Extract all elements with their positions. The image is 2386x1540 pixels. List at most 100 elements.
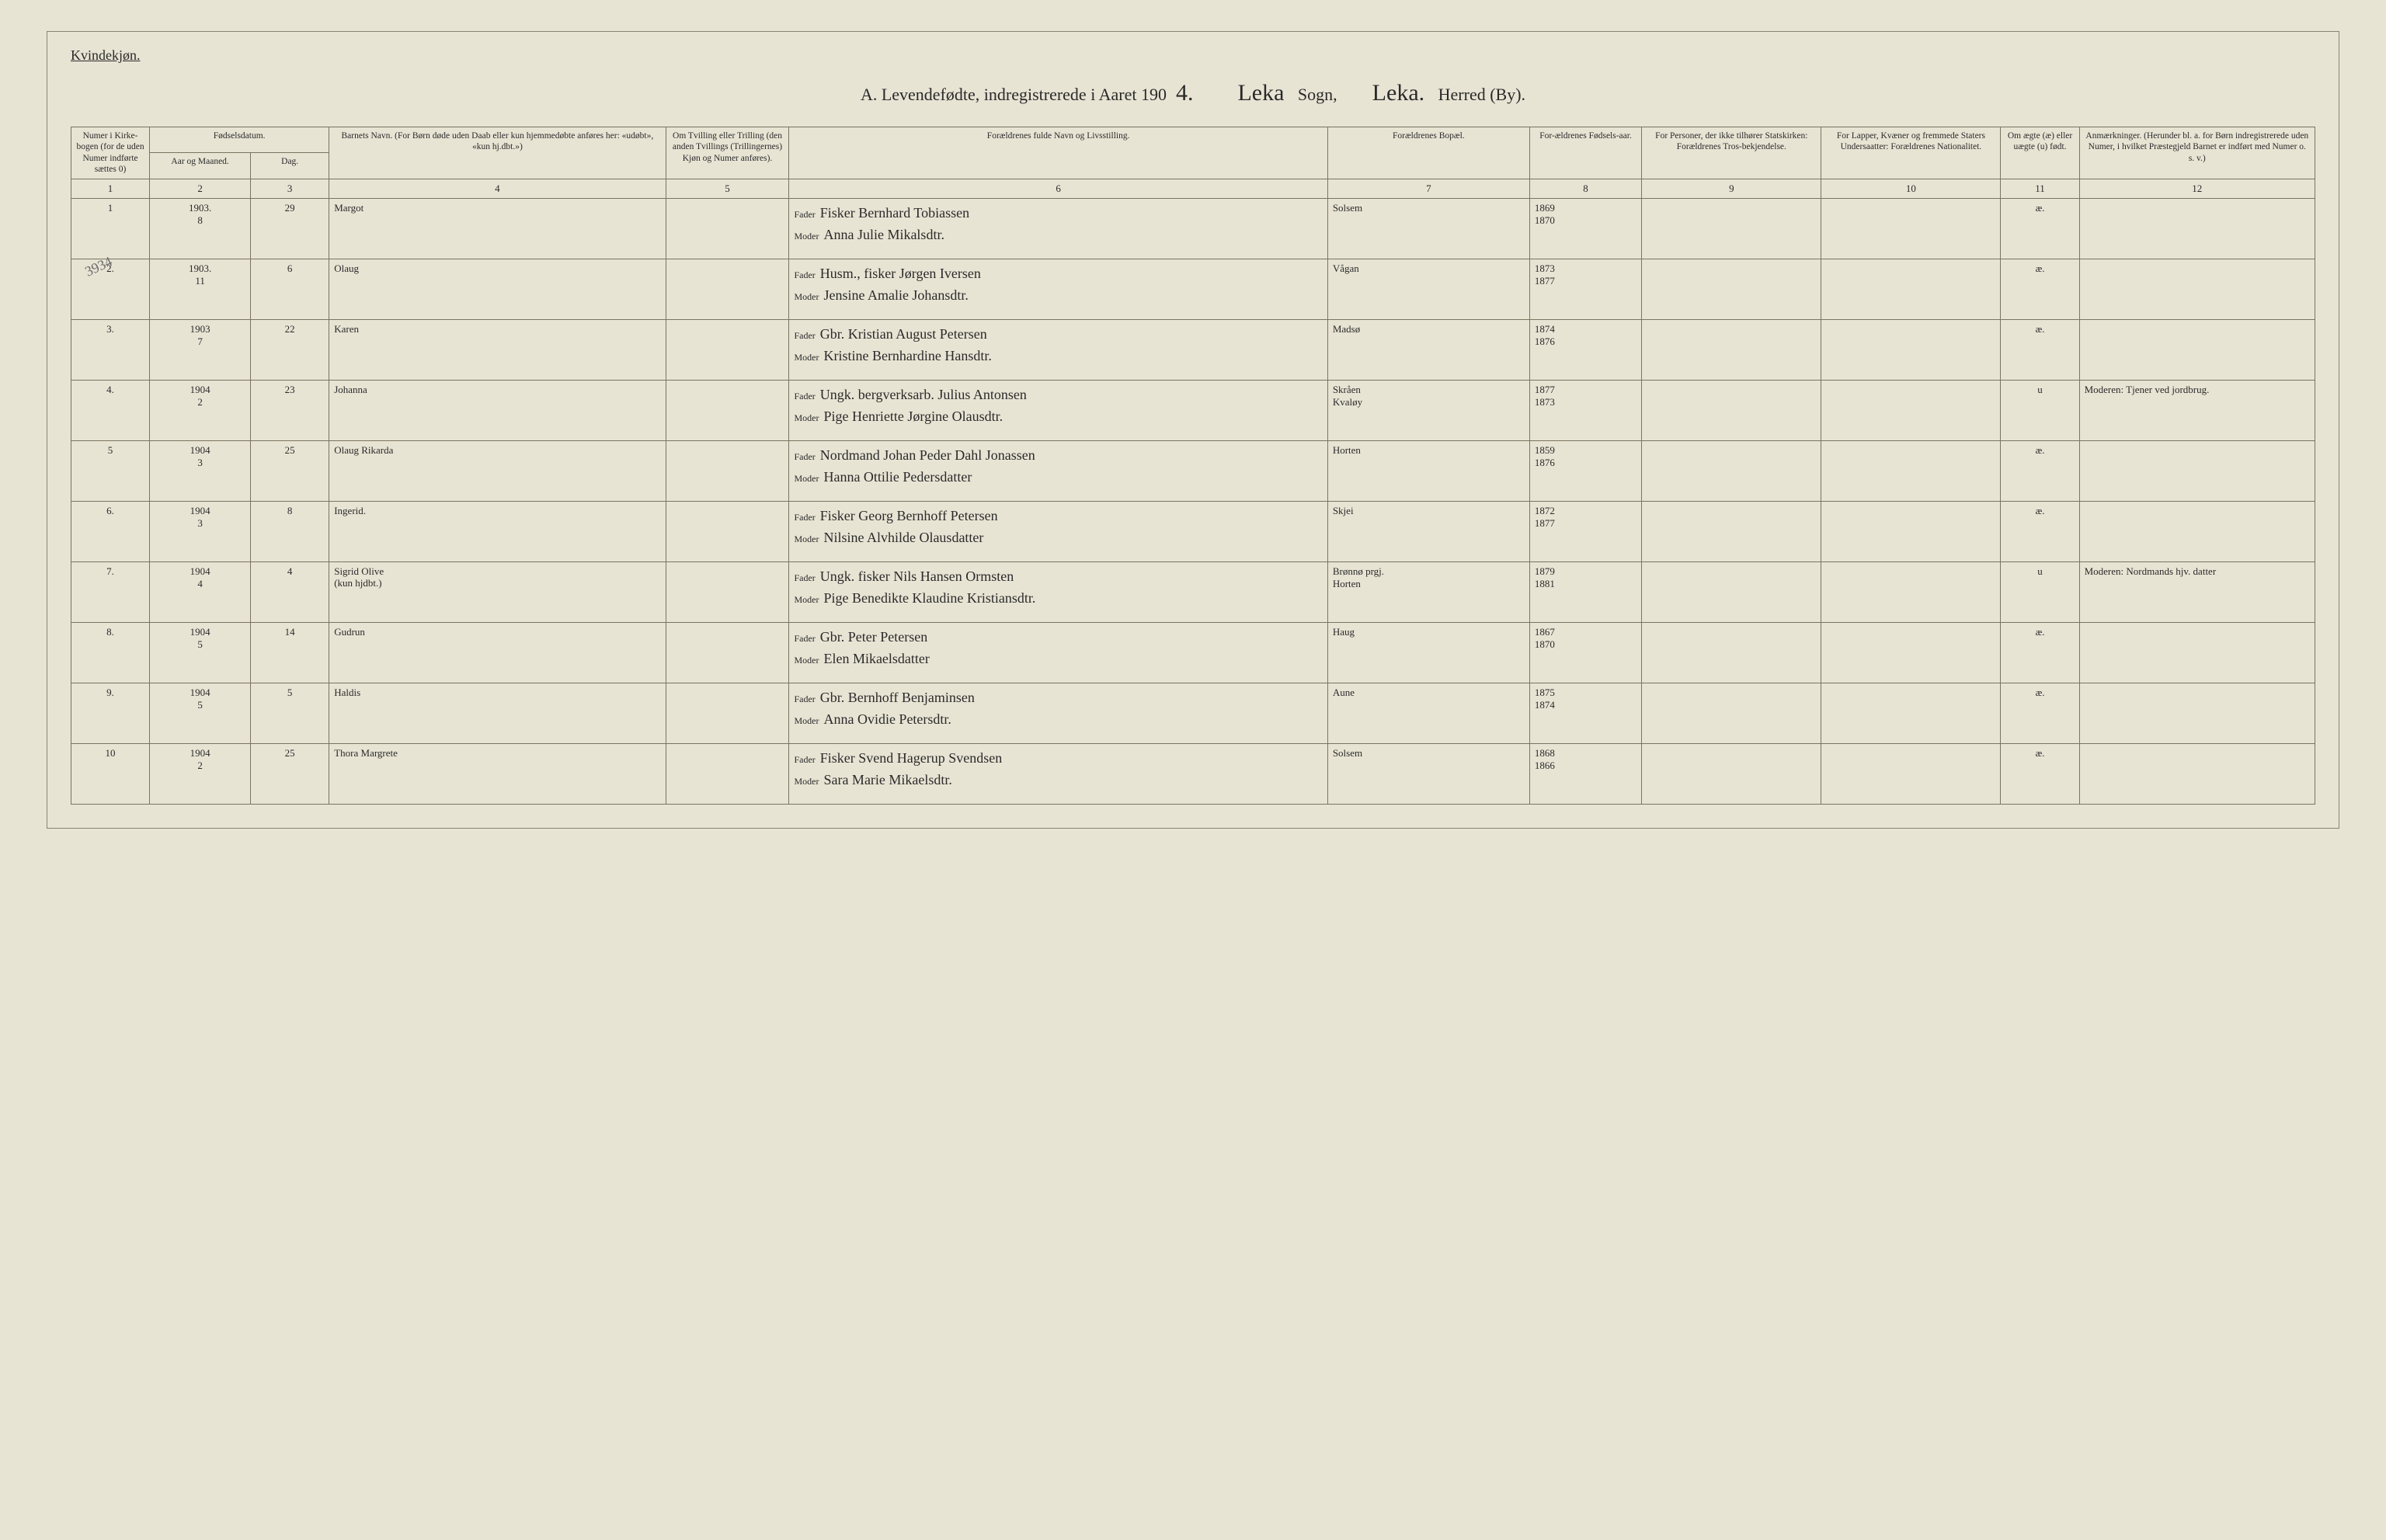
parent-birth-years: 18751874 (1529, 683, 1641, 743)
remarks: Moderen: Tjener ved jordbrug. (2079, 380, 2315, 440)
fader-label: Fader (794, 209, 815, 220)
colnum: 5 (666, 179, 789, 198)
year-month: 1904 2 (150, 743, 251, 804)
sogn-value: Leka (1228, 80, 1293, 106)
fader-label: Fader (794, 269, 815, 280)
residence: Horten (1327, 440, 1529, 501)
residence: Skjei (1327, 501, 1529, 561)
year-month: 1904 3 (150, 440, 251, 501)
mother-name: Anna Julie Mikalsdtr. (823, 227, 944, 242)
twin-cell (666, 743, 789, 804)
colnum: 6 (789, 179, 1327, 198)
confession-cell (1642, 259, 1821, 319)
col-header-2: Aar og Maaned. (150, 153, 251, 179)
remarks (2079, 683, 2315, 743)
twin-cell (666, 622, 789, 683)
nationality-cell (1821, 319, 2001, 380)
nationality-cell (1821, 259, 2001, 319)
father-year: 1879 (1535, 565, 1636, 578)
year-month: 1904 2 (150, 380, 251, 440)
father-name: Fisker Bernhard Tobiassen (820, 205, 969, 221)
colnum: 7 (1327, 179, 1529, 198)
child-name: Olaug Rikarda (329, 440, 666, 501)
year-suffix: 4. (1167, 80, 1203, 106)
child-name: Karen (329, 319, 666, 380)
entry-number: 10 (71, 743, 150, 804)
nationality-cell (1821, 440, 2001, 501)
nationality-cell (1821, 683, 2001, 743)
mother-year: 1870 (1535, 214, 1636, 227)
mother-name: Elen Mikaelsdatter (823, 651, 929, 666)
table-row: 6.1904 38Ingerid.FaderFisker Georg Bernh… (71, 501, 2315, 561)
col-header-3: Dag. (251, 153, 329, 179)
fader-label: Fader (794, 633, 815, 644)
parent-birth-years: 18741876 (1529, 319, 1641, 380)
residence: Aune (1327, 683, 1529, 743)
mother-name: Pige Benedikte Klaudine Kristiansdtr. (823, 590, 1035, 606)
nationality-cell (1821, 198, 2001, 259)
remarks (2079, 440, 2315, 501)
parent-birth-years: 18691870 (1529, 198, 1641, 259)
colnum: 9 (1642, 179, 1821, 198)
father-name: Ungk. bergverksarb. Julius Antonsen (820, 387, 1027, 402)
table-row: 3.1903 722KarenFaderGbr. Kristian August… (71, 319, 2315, 380)
parent-birth-years: 18671870 (1529, 622, 1641, 683)
mother-name: Jensine Amalie Johansdtr. (823, 287, 968, 303)
col-header-5: Om Tvilling eller Trilling (den anden Tv… (666, 127, 789, 179)
colnum: 11 (2001, 179, 2079, 198)
moder-label: Moder (794, 534, 819, 544)
year-month: 1904 5 (150, 622, 251, 683)
register-table: Numer i Kirke-bogen (for de uden Numer i… (71, 127, 2315, 805)
moder-label: Moder (794, 291, 819, 302)
mother-year: 1877 (1535, 517, 1636, 530)
child-name: Thora Margrete (329, 743, 666, 804)
moder-label: Moder (794, 715, 819, 726)
day: 4 (251, 561, 329, 622)
moder-label: Moder (794, 473, 819, 484)
mother-year: 1866 (1535, 760, 1636, 772)
mother-year: 1876 (1535, 457, 1636, 469)
year-month: 1904 4 (150, 561, 251, 622)
legitimacy: æ. (2001, 501, 2079, 561)
remarks (2079, 198, 2315, 259)
parent-birth-years: 18681866 (1529, 743, 1641, 804)
day: 22 (251, 319, 329, 380)
confession-cell (1642, 319, 1821, 380)
table-row: 51904 325Olaug RikardaFaderNordmand Joha… (71, 440, 2315, 501)
child-name: Gudrun (329, 622, 666, 683)
father-name: Gbr. Kristian August Petersen (820, 326, 987, 342)
legitimacy: æ. (2001, 259, 2079, 319)
legitimacy: æ. (2001, 743, 2079, 804)
day: 23 (251, 380, 329, 440)
father-year: 1859 (1535, 444, 1636, 457)
child-name: Johanna (329, 380, 666, 440)
father-name: Gbr. Peter Petersen (820, 629, 927, 645)
residence: Madsø (1327, 319, 1529, 380)
year-month: 1903. 11 (150, 259, 251, 319)
title-prefix: A. Levendefødte, indregistrerede i Aaret… (861, 85, 1167, 104)
col-header-9: For Personer, der ikke tilhører Statskir… (1642, 127, 1821, 179)
twin-cell (666, 198, 789, 259)
father-name: Fisker Georg Bernhoff Petersen (820, 508, 998, 523)
mother-name: Hanna Ottilie Pedersdatter (823, 469, 972, 485)
father-year: 1877 (1535, 384, 1636, 396)
day: 5 (251, 683, 329, 743)
residence: Skråen Kvaløy (1327, 380, 1529, 440)
legitimacy: æ. (2001, 319, 2079, 380)
mother-name: Sara Marie Mikaelsdtr. (823, 772, 951, 787)
legitimacy: u (2001, 561, 2079, 622)
fader-label: Fader (794, 451, 815, 462)
herred-value: Leka. (1363, 80, 1434, 106)
entry-number: 9. (71, 683, 150, 743)
fader-label: Fader (794, 330, 815, 341)
residence: Haug (1327, 622, 1529, 683)
father-year: 1867 (1535, 626, 1636, 638)
parents-cell: FaderFisker Georg Bernhoff PetersenModer… (789, 501, 1327, 561)
parents-cell: FaderGbr. Bernhoff BenjaminsenModerAnna … (789, 683, 1327, 743)
mother-name: Nilsine Alvhilde Olausdatter (823, 530, 983, 545)
twin-cell (666, 440, 789, 501)
col-header-11: Om ægte (æ) eller uægte (u) født. (2001, 127, 2079, 179)
parents-cell: FaderUngk. bergverksarb. Julius Antonsen… (789, 380, 1327, 440)
confession-cell (1642, 380, 1821, 440)
mother-name: Pige Henriette Jørgine Olausdtr. (823, 408, 1003, 424)
